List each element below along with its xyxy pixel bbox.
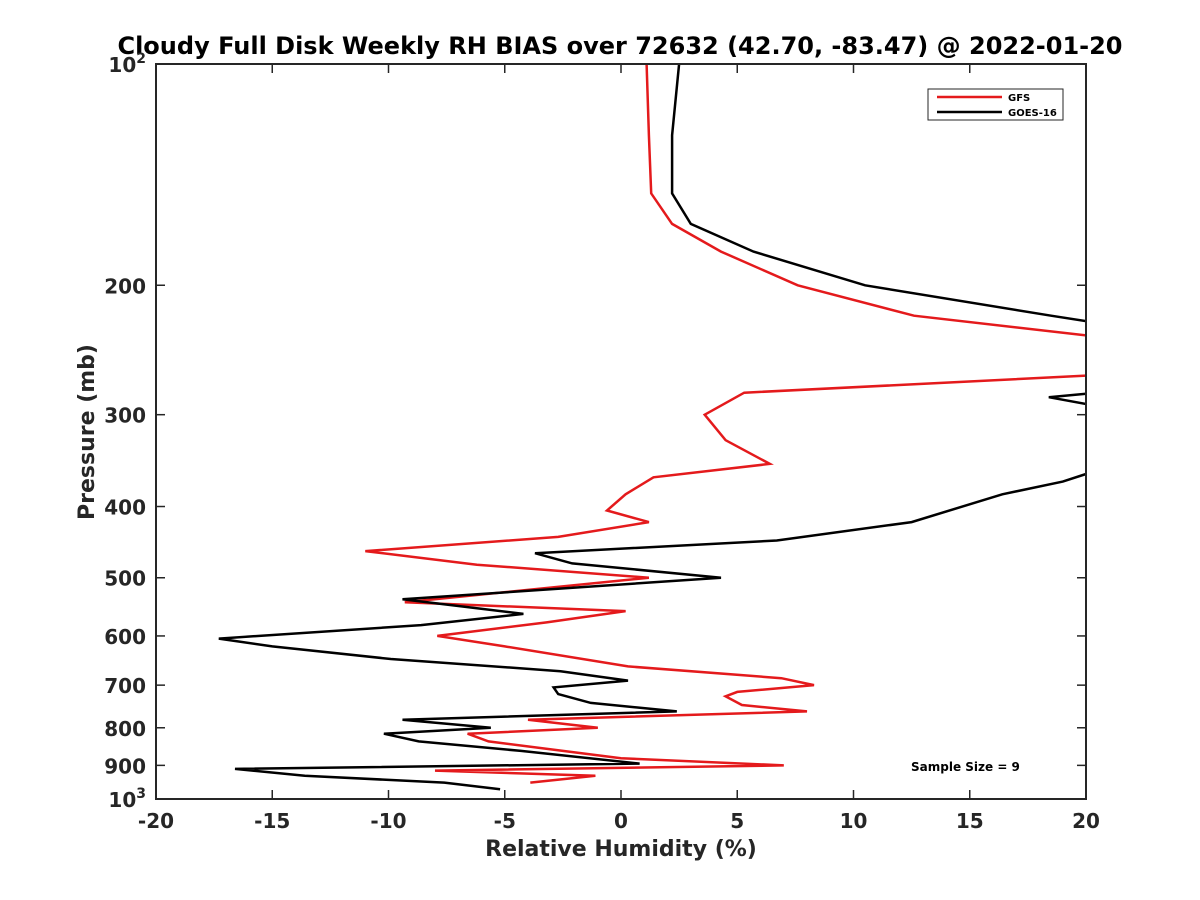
x-tick-label: 10 [840, 809, 868, 833]
y-axis-label: Pressure (mb) [75, 344, 100, 520]
x-axis: -20 -15 -10 -5 0 5 10 15 20 [138, 64, 1100, 833]
x-tick-label: -15 [254, 809, 290, 833]
chart-title: Cloudy Full Disk Weekly RH BIAS over 726… [117, 32, 1122, 60]
y-tick-label: 300 [104, 404, 146, 428]
x-tick-label: -20 [138, 809, 174, 833]
plot-axes-box [155, 63, 1087, 800]
y-tick-label: 102 [108, 51, 146, 77]
y-tick-label: 700 [104, 674, 146, 698]
y-axis: 102 200 300 400 500 600 700 800 900 103 [104, 51, 1086, 812]
y-tick-label: 200 [104, 274, 146, 298]
x-axis-label: Relative Humidity (%) [485, 837, 757, 862]
legend-box [927, 88, 1064, 121]
x-tick-label: -10 [370, 809, 406, 833]
sample-size-annotation: Sample Size = 9 [911, 760, 1020, 774]
x-tick-label: 20 [1072, 809, 1100, 833]
series-line-1 [218, 64, 1086, 791]
y-tick-label: 900 [104, 754, 146, 778]
y-tick-label: 800 [104, 717, 146, 741]
series-line-0 [365, 64, 1086, 784]
y-tick-label: 500 [104, 567, 146, 591]
legend-label-gfs: GFS [1008, 93, 1030, 104]
legend: GFS GOES-16 [927, 88, 1064, 121]
x-tick-label: 5 [730, 809, 744, 833]
legend-label-goes16: GOES-16 [1008, 108, 1057, 119]
x-tick-label: 15 [956, 809, 984, 833]
x-tick-label: -5 [494, 809, 516, 833]
y-tick-label: 600 [104, 625, 146, 649]
x-tick-label: 0 [614, 809, 628, 833]
y-tick-label: 103 [108, 786, 146, 812]
series-layer [218, 64, 1086, 791]
y-tick-label: 400 [104, 496, 146, 520]
